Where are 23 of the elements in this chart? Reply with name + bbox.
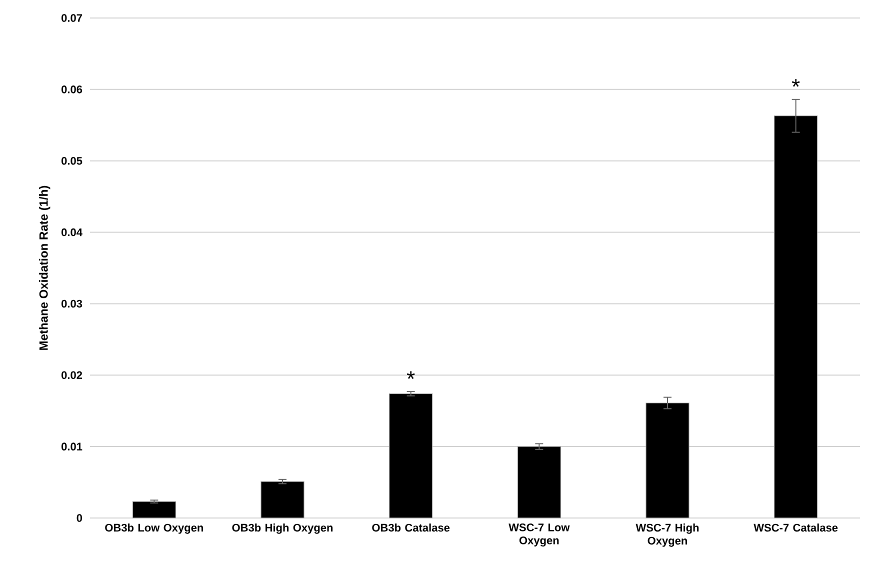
annotation: * <box>406 371 415 379</box>
x-tick-label: OB3b Low Oxygen <box>105 524 203 534</box>
annotation: * <box>792 79 800 87</box>
y-tick-label: 0.06 <box>62 86 82 94</box>
y-tick-label: 0.02 <box>62 371 82 380</box>
x-tick-label: WSC-7 Catalase <box>754 524 838 532</box>
bar <box>260 481 304 518</box>
y-tick-label: 0.04 <box>62 228 82 236</box>
x-tick-label: WSC-7 High Oxygen <box>636 524 699 547</box>
x-tick-label: OB3b High Oxygen <box>232 524 333 534</box>
x-tick-label: WSC-7 Low Oxygen <box>508 524 570 547</box>
bar <box>517 446 561 518</box>
bar <box>774 116 818 518</box>
y-tick-label: 0.01 <box>62 442 82 450</box>
bar <box>646 402 690 518</box>
y-tick-label: 0.05 <box>62 156 82 165</box>
y-tick-label: 0.03 <box>62 300 82 308</box>
x-tick-label: OB3b Catalase <box>372 524 450 532</box>
bar <box>132 501 176 518</box>
y-tick-label: 0 <box>76 514 82 522</box>
y-axis-title: Methane Oxidation Rate (1/h) <box>39 186 50 350</box>
bar <box>389 393 433 518</box>
y-tick-label: 0.07 <box>62 14 82 22</box>
